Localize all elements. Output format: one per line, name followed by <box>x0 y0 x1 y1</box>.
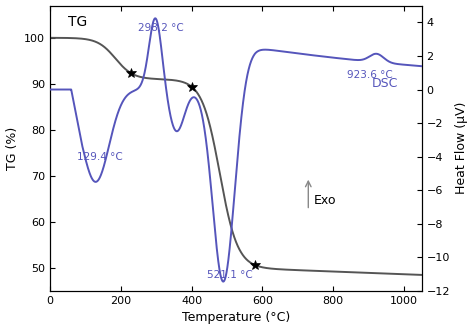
Y-axis label: TG (%): TG (%) <box>6 127 18 170</box>
Y-axis label: Heat Flow (μV): Heat Flow (μV) <box>456 102 468 194</box>
Text: 298.2 °C: 298.2 °C <box>138 23 183 33</box>
Text: 129.4 °C: 129.4 °C <box>76 152 122 162</box>
Text: DSC: DSC <box>372 77 399 90</box>
Text: TG: TG <box>68 15 87 29</box>
Text: Exo: Exo <box>314 194 336 207</box>
Text: 923.6 °C: 923.6 °C <box>347 70 393 80</box>
Text: 521.1 °C: 521.1 °C <box>208 270 253 280</box>
X-axis label: Temperature (°C): Temperature (°C) <box>182 312 290 324</box>
